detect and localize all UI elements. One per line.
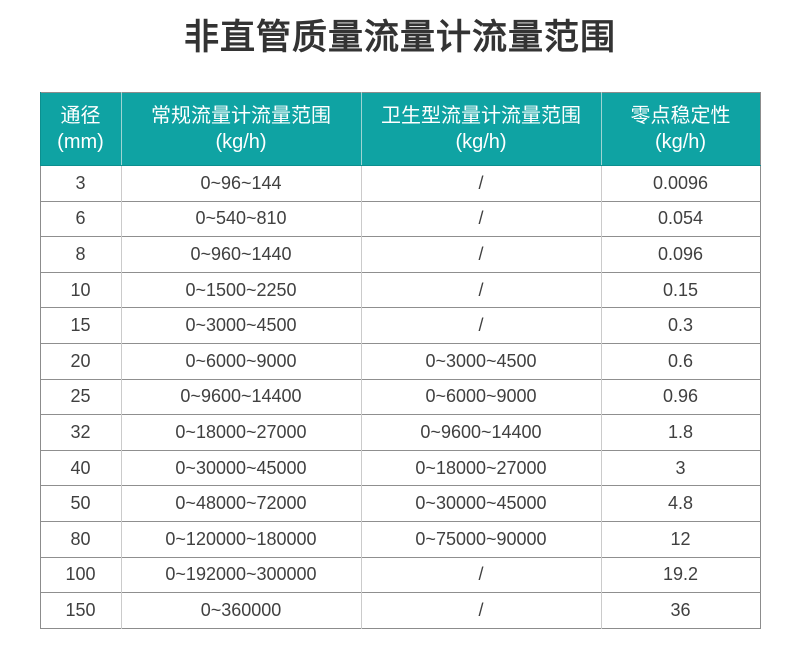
cell-sanitary-range: / <box>360 200 601 237</box>
table-row: 3 0~96~144 / 0.0096 <box>39 165 760 202</box>
table-row: 20 0~6000~9000 0~3000~4500 0.6 <box>39 342 760 380</box>
cell-sanitary-range: 0~6000~9000 <box>360 378 601 415</box>
cell-standard-range: 0~192000~300000 <box>120 556 361 593</box>
cell-zero-stability: 1.8 <box>600 414 760 451</box>
column-header-zero-stability-unit: (kg/h) <box>654 131 707 153</box>
cell-zero-stability: 0.96 <box>600 378 760 415</box>
column-header-standard-range: 常规流量计流量范围 (kg/h) <box>120 92 361 166</box>
cell-diameter: 8 <box>39 236 121 273</box>
cell-zero-stability: 0.6 <box>600 342 760 380</box>
table-row: 80 0~120000~180000 0~75000~90000 12 <box>39 520 760 558</box>
table-header: 通径 (mm) 常规流量计流量范围 (kg/h) 卫生型流量计流量范围 (kg/… <box>39 92 760 166</box>
page-title: 非直管质量流量计流量范围 <box>183 18 616 58</box>
cell-diameter: 80 <box>39 520 121 558</box>
cell-sanitary-range: 0~30000~45000 <box>360 485 601 522</box>
column-header-sanitary-range: 卫生型流量计流量范围 (kg/h) <box>360 92 601 166</box>
cell-diameter: 50 <box>39 485 121 522</box>
column-header-diameter-label: 通径 <box>60 105 101 127</box>
table-row: 10 0~1500~2250 / 0.15 <box>39 271 760 308</box>
cell-standard-range: 0~540~810 <box>120 200 361 237</box>
table-body: 3 0~96~144 / 0.0096 6 0~540~810 / 0.054 … <box>39 165 760 629</box>
table-row: 40 0~30000~45000 0~18000~27000 3 <box>39 449 760 486</box>
cell-standard-range: 0~18000~27000 <box>120 414 361 451</box>
cell-sanitary-range: 0~18000~27000 <box>360 449 601 486</box>
cell-standard-range: 0~96~144 <box>120 165 361 202</box>
column-header-diameter-unit: (mm) <box>57 131 104 153</box>
column-header-sanitary-range-unit: (kg/h) <box>455 131 507 153</box>
cell-sanitary-range: / <box>360 236 601 273</box>
cell-zero-stability: 0.096 <box>600 236 760 273</box>
flow-range-table: 通径 (mm) 常规流量计流量范围 (kg/h) 卫生型流量计流量范围 (kg/… <box>39 92 761 629</box>
cell-standard-range: 0~360000 <box>120 592 361 629</box>
cell-sanitary-range: 0~75000~90000 <box>360 520 601 558</box>
table-row: 150 0~360000 / 36 <box>39 592 760 629</box>
cell-standard-range: 0~960~1440 <box>120 236 361 273</box>
cell-diameter: 100 <box>39 556 121 593</box>
cell-zero-stability: 0.3 <box>600 307 760 344</box>
column-header-zero-stability-label: 零点稳定性 <box>630 105 731 127</box>
cell-zero-stability: 0.054 <box>600 200 760 237</box>
cell-zero-stability: 4.8 <box>600 485 760 522</box>
cell-diameter: 15 <box>39 307 121 344</box>
column-header-standard-range-label: 常规流量计流量范围 <box>151 105 331 127</box>
cell-diameter: 6 <box>39 200 121 237</box>
cell-zero-stability: 0.15 <box>600 271 760 308</box>
cell-sanitary-range: 0~3000~4500 <box>360 342 601 380</box>
header-row: 通径 (mm) 常规流量计流量范围 (kg/h) 卫生型流量计流量范围 (kg/… <box>39 92 760 166</box>
cell-zero-stability: 36 <box>600 592 760 629</box>
cell-standard-range: 0~9600~14400 <box>120 378 361 415</box>
table-row: 100 0~192000~300000 / 19.2 <box>39 556 760 593</box>
cell-sanitary-range: / <box>360 307 601 344</box>
cell-zero-stability: 3 <box>600 449 760 486</box>
cell-standard-range: 0~48000~72000 <box>120 485 361 522</box>
column-header-zero-stability: 零点稳定性 (kg/h) <box>600 92 760 166</box>
column-header-diameter: 通径 (mm) <box>39 92 121 166</box>
cell-diameter: 3 <box>39 165 121 202</box>
cell-sanitary-range: / <box>360 592 601 629</box>
column-header-sanitary-range-label: 卫生型流量计流量范围 <box>381 105 581 127</box>
cell-sanitary-range: / <box>360 556 601 593</box>
cell-sanitary-range: 0~9600~14400 <box>360 414 601 451</box>
cell-zero-stability: 19.2 <box>600 556 760 593</box>
table-row: 6 0~540~810 / 0.054 <box>39 200 760 237</box>
cell-standard-range: 0~30000~45000 <box>120 449 361 486</box>
cell-standard-range: 0~120000~180000 <box>120 520 361 558</box>
cell-zero-stability: 12 <box>600 520 760 558</box>
cell-diameter: 32 <box>39 414 121 451</box>
cell-standard-range: 0~3000~4500 <box>120 307 361 344</box>
cell-diameter: 40 <box>39 449 121 486</box>
table-row: 32 0~18000~27000 0~9600~14400 1.8 <box>39 414 760 451</box>
cell-diameter: 10 <box>39 271 121 308</box>
table-row: 8 0~960~1440 / 0.096 <box>39 236 760 273</box>
cell-diameter: 150 <box>39 592 121 629</box>
table-row: 50 0~48000~72000 0~30000~45000 4.8 <box>39 485 760 522</box>
cell-standard-range: 0~1500~2250 <box>120 271 361 308</box>
cell-zero-stability: 0.0096 <box>600 165 760 202</box>
cell-diameter: 25 <box>39 378 121 415</box>
table-row: 15 0~3000~4500 / 0.3 <box>39 307 760 344</box>
cell-sanitary-range: / <box>360 165 601 202</box>
cell-sanitary-range: / <box>360 271 601 308</box>
column-header-standard-range-unit: (kg/h) <box>215 131 267 153</box>
cell-diameter: 20 <box>39 342 121 380</box>
table-row: 25 0~9600~14400 0~6000~9000 0.96 <box>39 378 760 415</box>
cell-standard-range: 0~6000~9000 <box>120 342 361 380</box>
